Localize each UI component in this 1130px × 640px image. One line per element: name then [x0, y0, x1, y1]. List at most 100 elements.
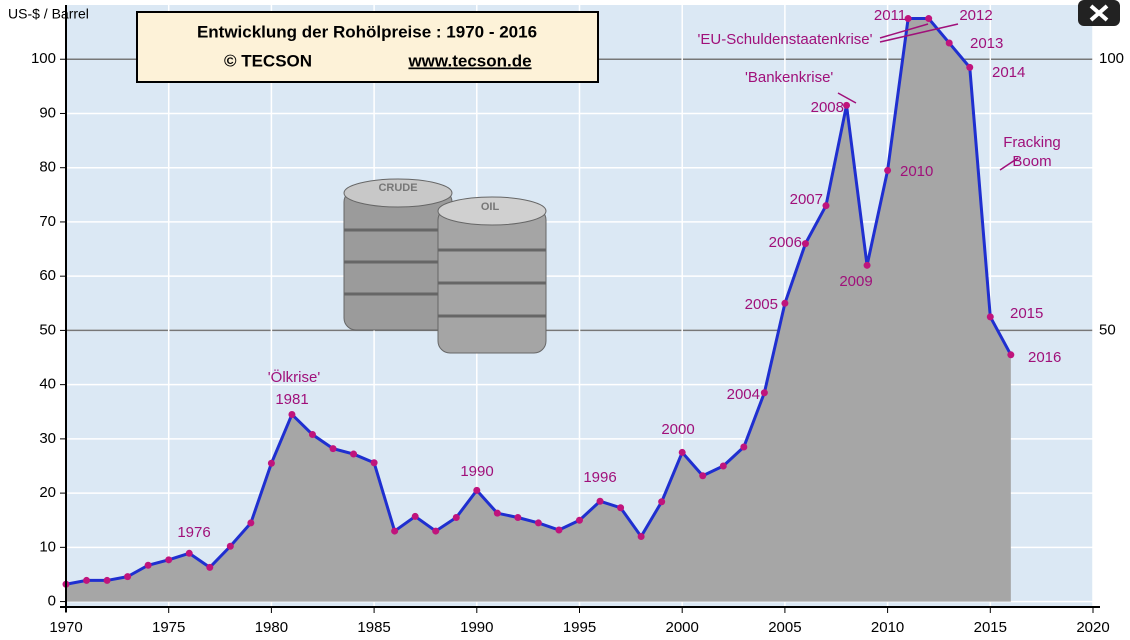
marker — [945, 39, 953, 47]
area — [66, 18, 1011, 602]
marker — [925, 15, 933, 23]
annotation: Boom — [1012, 153, 1051, 170]
marker — [370, 459, 378, 467]
marker — [986, 313, 994, 321]
marker — [658, 498, 666, 506]
marker — [452, 514, 460, 522]
y-tick-label: 40 — [39, 376, 56, 393]
marker — [391, 527, 399, 535]
y-tick-label: 50 — [39, 321, 56, 338]
marker — [473, 486, 481, 494]
annotation: 2009 — [839, 273, 872, 290]
annotation: Fracking — [1003, 134, 1061, 151]
marker — [267, 459, 275, 467]
x-tick-label: 2020 — [1076, 619, 1109, 636]
annotation: 1981 — [275, 391, 308, 408]
y2-tick-label: 50 — [1099, 321, 1116, 338]
marker — [247, 519, 255, 527]
marker — [678, 448, 686, 456]
annotation: 2010 — [900, 163, 933, 180]
marker — [226, 542, 234, 550]
annotation: 2014 — [992, 64, 1025, 81]
marker — [83, 576, 91, 584]
annotation: 'EU-Schuldenstaatenkrise' — [698, 31, 873, 48]
y-tick-label: 100 — [31, 50, 56, 67]
x-tick-label: 2010 — [871, 619, 904, 636]
marker — [1007, 351, 1015, 359]
marker — [165, 556, 173, 564]
marker — [863, 261, 871, 269]
annotation: 2015 — [1010, 305, 1043, 322]
annotation: 1990 — [460, 463, 493, 480]
y-tick-label: 70 — [39, 213, 56, 230]
marker — [596, 497, 604, 505]
x-tick-label: 1990 — [460, 619, 493, 636]
x-tick-label: 2005 — [768, 619, 801, 636]
marker — [801, 240, 809, 248]
marker — [144, 561, 152, 569]
marker — [576, 516, 583, 524]
marker — [206, 563, 214, 571]
y-tick-label: 10 — [39, 538, 56, 555]
marker — [185, 549, 193, 557]
y-tick-label: 20 — [39, 484, 56, 501]
annotation: 2011 — [874, 7, 906, 24]
y-tick-label: 80 — [39, 159, 56, 176]
y-tick-label: 30 — [39, 430, 56, 447]
marker — [699, 472, 707, 480]
marker — [719, 462, 727, 470]
area-layer — [66, 18, 1011, 602]
y-axis-label: US-$ / Barrel — [8, 6, 89, 22]
x-tick-label: 1970 — [49, 619, 82, 636]
annotation: 2000 — [661, 421, 694, 438]
x-tick-label: 1985 — [357, 619, 390, 636]
y2-tick-label: 100 — [1099, 50, 1124, 67]
x-tick-label: 1980 — [255, 619, 288, 636]
marker — [514, 514, 522, 522]
barrel-label: OIL — [481, 201, 500, 213]
annotation: 2004 — [727, 386, 760, 403]
marker — [637, 532, 645, 540]
marker — [124, 573, 132, 581]
title-box — [136, 11, 599, 83]
barrel-label: CRUDE — [378, 182, 417, 194]
marker — [555, 526, 563, 534]
marker — [781, 299, 789, 307]
barrels-illustration: CRUDE OIL — [343, 178, 547, 354]
marker — [493, 509, 501, 517]
marker — [740, 443, 748, 451]
annotation: 2016 — [1028, 349, 1061, 366]
annotation-pointer — [837, 23, 1019, 171]
y-tick-label: 0 — [48, 593, 56, 610]
x-tick-label: 1975 — [152, 619, 185, 636]
annotation: 'Bankenkrise' — [745, 69, 833, 86]
annotation: 2005 — [745, 296, 778, 313]
close-button[interactable] — [1078, 0, 1120, 26]
x-tick-label: 2000 — [666, 619, 699, 636]
annotation: 1976 — [177, 524, 210, 541]
marks-layer — [62, 15, 1015, 588]
annotation: 2006 — [769, 234, 802, 251]
marker — [617, 504, 625, 512]
y-tick-label: 60 — [39, 267, 56, 284]
marker — [432, 527, 440, 535]
marker — [308, 431, 316, 439]
annotation: 2013 — [970, 35, 1003, 52]
annotation: 2008 — [811, 99, 844, 116]
marker — [884, 166, 892, 174]
marker — [411, 512, 419, 520]
marker — [103, 576, 111, 584]
marker — [822, 202, 830, 210]
marker — [904, 15, 912, 23]
annotation: 1996 — [583, 469, 616, 486]
marker — [760, 389, 768, 397]
x-tick-label: 1995 — [563, 619, 596, 636]
annotation: 'Ölkrise' — [268, 368, 321, 386]
x-tick-label: 2015 — [974, 619, 1007, 636]
annotation: 2012 — [959, 7, 992, 24]
marker — [966, 63, 974, 71]
copyright: © TECSON — [224, 51, 312, 70]
marker — [329, 445, 337, 453]
